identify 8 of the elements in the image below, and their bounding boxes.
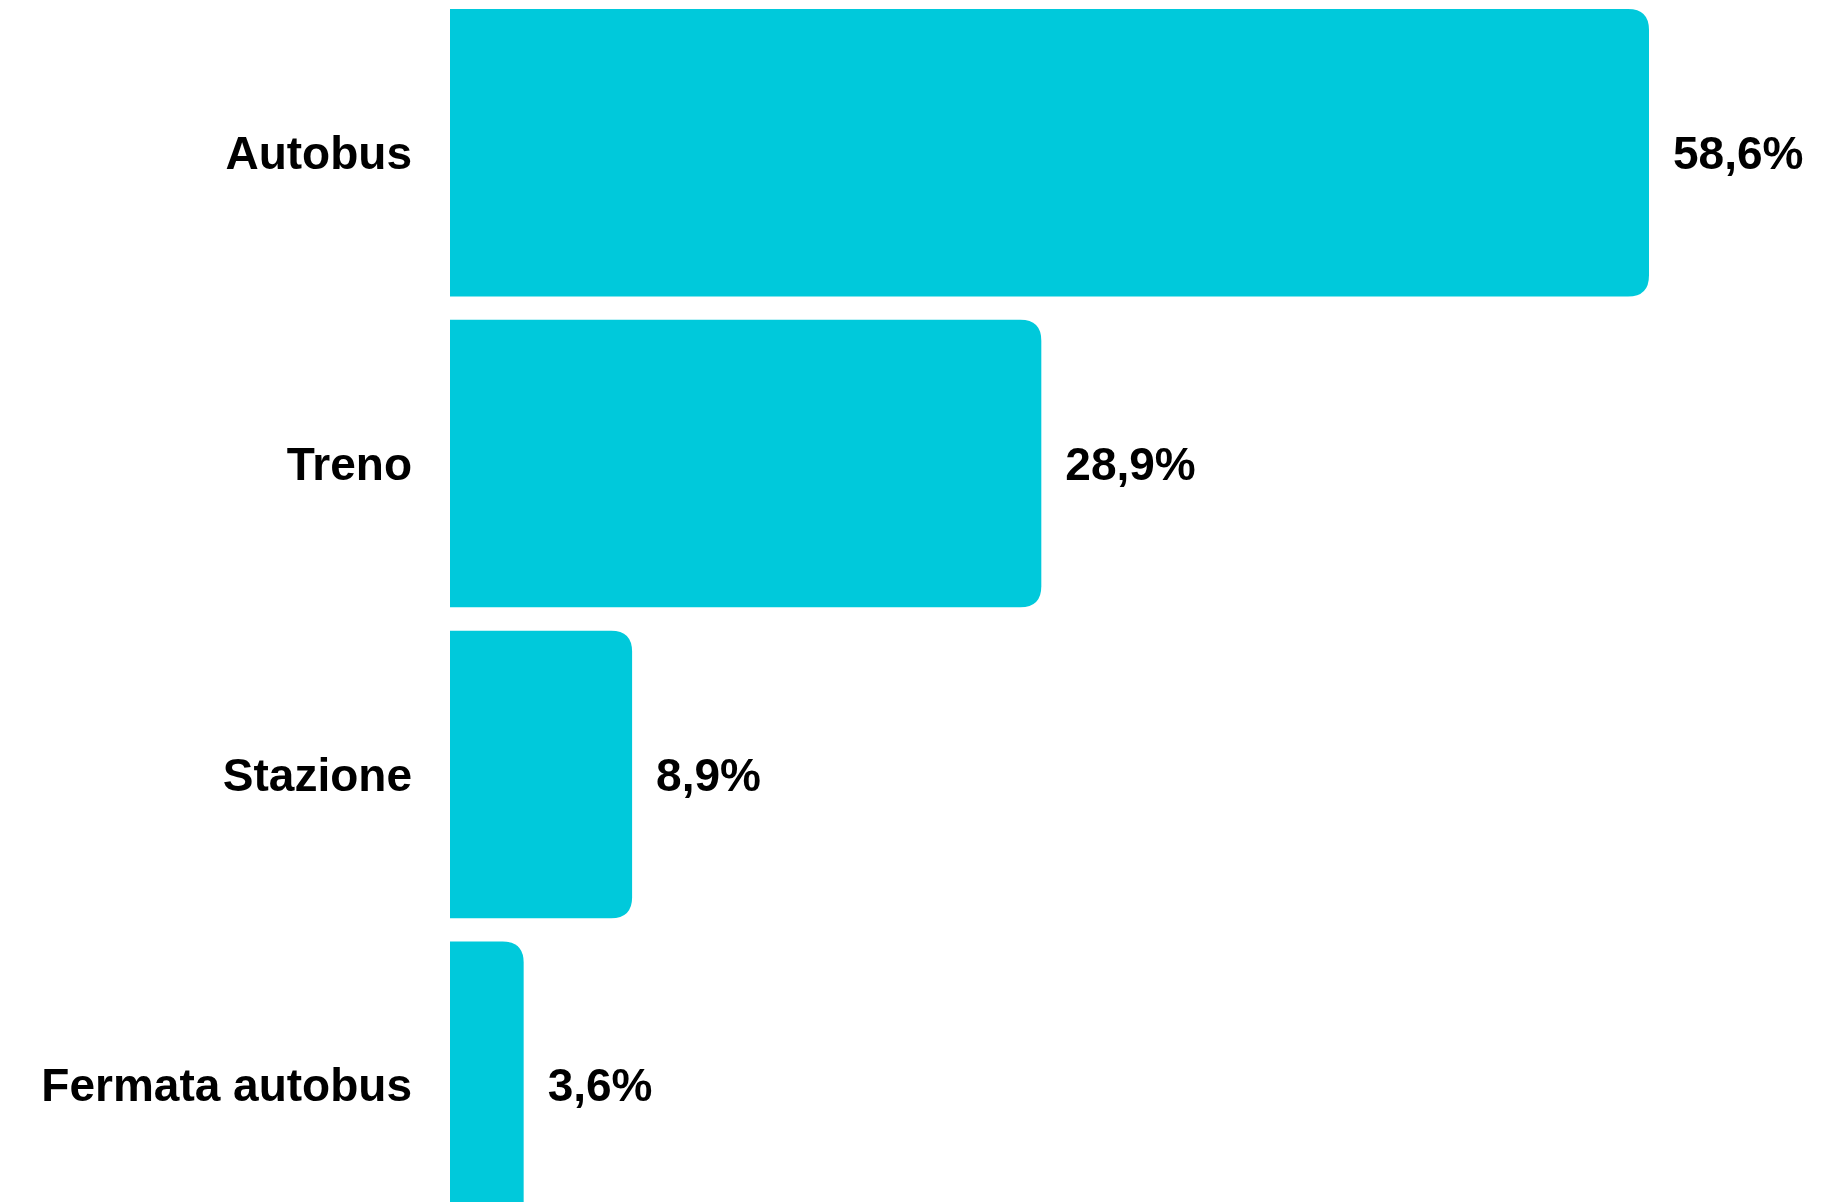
y-tick-label: Stazione	[222, 748, 412, 801]
data-label: 58,6%	[1673, 126, 1804, 179]
y-tick-label: Treno	[286, 437, 412, 490]
y-tick-label: Fermata autobus	[41, 1059, 412, 1112]
data-label: 8,9%	[656, 748, 761, 801]
y-tick-label: Autobus	[225, 126, 412, 179]
data-label: 28,9%	[1065, 437, 1196, 490]
data-label: 3,6%	[547, 1059, 653, 1112]
